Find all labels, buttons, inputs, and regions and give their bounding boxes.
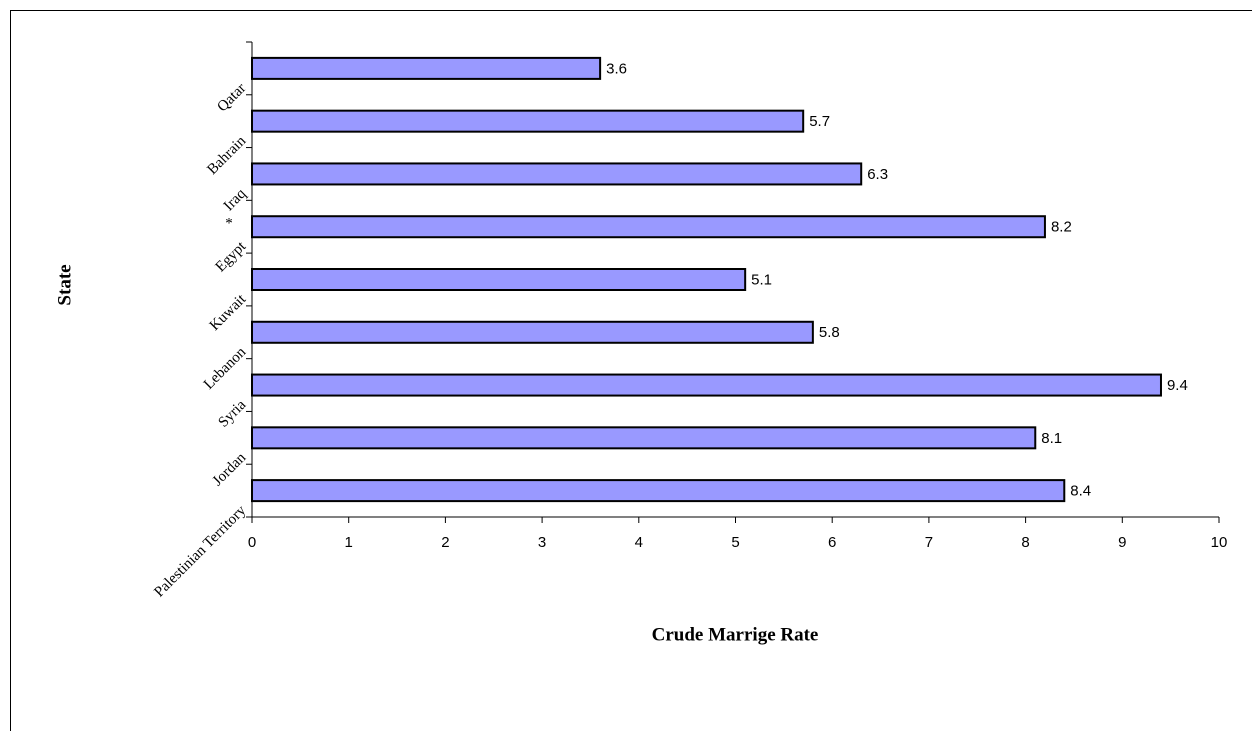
x-tick-label: 3 <box>538 534 546 551</box>
value-label: 5.1 <box>751 271 772 288</box>
value-label: 8.1 <box>1041 430 1062 447</box>
y-tick-label: Qatar <box>214 80 249 115</box>
x-tick-label: 6 <box>828 534 836 551</box>
bar <box>251 479 1066 503</box>
annotation: * <box>225 215 233 231</box>
bar <box>251 109 805 133</box>
x-tick-label: 8 <box>1021 534 1029 551</box>
bar <box>251 320 814 344</box>
y-tick-label: Syria <box>216 397 250 431</box>
bar <box>251 426 1037 450</box>
value-label: 5.8 <box>819 324 840 341</box>
x-tick-label: 1 <box>345 534 353 551</box>
bar <box>251 268 747 291</box>
y-tick-label: Palestinian Territory <box>151 502 249 600</box>
y-tick-label: Jordan <box>210 449 250 489</box>
y-axis-title: State <box>54 264 75 305</box>
y-tick-label: Bahrain <box>204 133 249 178</box>
y-tick-label: Lebanon <box>201 344 250 393</box>
bar <box>251 215 1046 239</box>
chart-frame <box>10 10 1252 731</box>
x-tick-label: 9 <box>1118 534 1126 551</box>
bar <box>251 56 602 80</box>
x-tick-label: 4 <box>635 534 643 551</box>
x-tick-label: 0 <box>248 534 256 551</box>
value-label: 9.4 <box>1167 377 1188 394</box>
value-label: 8.2 <box>1051 219 1072 236</box>
value-label: 5.7 <box>809 113 830 130</box>
y-tick-label: Egypt <box>213 238 250 275</box>
value-label: 3.6 <box>606 60 627 77</box>
x-tick-label: 7 <box>925 534 933 551</box>
x-axis-title: Crude Marrige Rate <box>652 624 819 645</box>
x-tick-label: 2 <box>441 534 449 551</box>
value-label: 6.3 <box>867 166 888 183</box>
x-tick-label: 5 <box>731 534 739 551</box>
y-tick-label: Kuwait <box>207 291 250 334</box>
value-label: 8.4 <box>1070 483 1091 500</box>
bar <box>251 373 1162 397</box>
bar <box>251 162 863 186</box>
x-tick-label: 10 <box>1211 534 1228 551</box>
y-tick-label: Iraq <box>221 186 250 215</box>
